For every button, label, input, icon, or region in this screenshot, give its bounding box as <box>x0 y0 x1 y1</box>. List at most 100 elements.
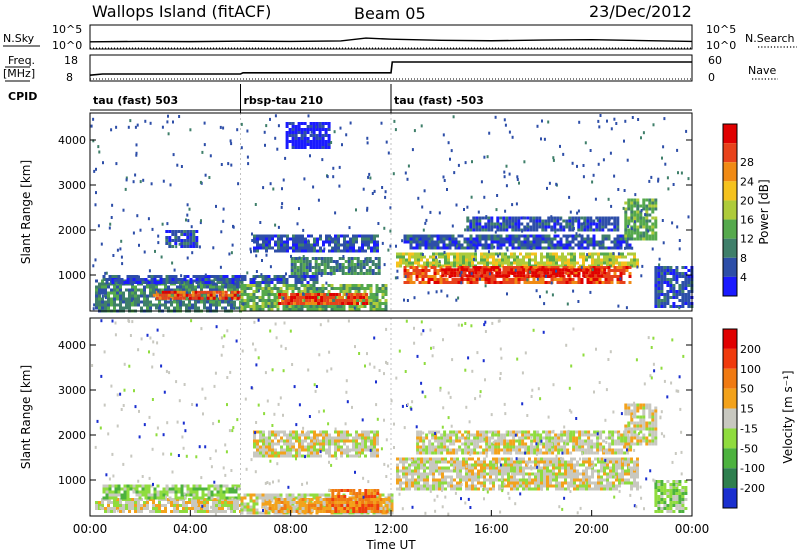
heatmap-cell <box>306 308 310 311</box>
heatmap-cell <box>243 299 247 302</box>
heatmap-cell <box>669 296 673 299</box>
heatmap-cell <box>330 272 333 276</box>
heatmap-cell <box>329 257 333 260</box>
heatmap-cell <box>508 130 511 134</box>
heatmap-cell <box>405 258 408 262</box>
heatmap-cell <box>268 430 271 434</box>
heatmap-cell <box>297 493 301 497</box>
heatmap-cell <box>588 252 591 256</box>
heatmap-cell <box>341 272 345 275</box>
heatmap-cell <box>259 234 262 238</box>
heatmap-cell <box>178 242 181 246</box>
heatmap-cell <box>271 442 274 446</box>
heatmap-cell <box>313 246 316 250</box>
heatmap-cell <box>268 244 271 248</box>
heatmap-cell <box>415 240 419 244</box>
heatmap-cell <box>529 275 533 278</box>
heatmap-cell <box>258 496 262 500</box>
heatmap-cell <box>292 237 295 241</box>
heatmap-cell <box>182 290 186 294</box>
heatmap-cell <box>490 281 494 284</box>
heatmap-cell <box>158 507 161 510</box>
heatmap-cell <box>327 305 331 308</box>
heatmap-cell <box>194 510 197 513</box>
heatmap-cell <box>301 445 304 449</box>
heatmap-cell <box>642 216 646 220</box>
heatmap-cell <box>291 284 295 287</box>
heatmap-cell <box>98 150 101 154</box>
heatmap-cell <box>310 498 314 501</box>
heatmap-cell <box>335 260 339 263</box>
heatmap-cell <box>516 261 519 265</box>
heatmap-cell <box>666 290 670 293</box>
heatmap-cell <box>630 216 634 220</box>
heatmap-cell <box>276 493 280 497</box>
heatmap-cell <box>179 293 183 297</box>
heatmap-cell <box>663 281 667 284</box>
heatmap-cell <box>460 281 463 285</box>
heatmap-cell <box>412 234 416 238</box>
heatmap-cell <box>480 252 483 256</box>
heatmap-cell <box>277 124 280 128</box>
heatmap-cell <box>256 445 259 449</box>
heatmap-cell <box>352 249 355 253</box>
heatmap-cell <box>209 154 212 158</box>
heatmap-cell <box>654 287 658 290</box>
heatmap-cell <box>104 303 107 307</box>
heatmap-cell <box>274 498 278 501</box>
heatmap-cell <box>450 252 453 256</box>
heatmap-cell <box>531 268 535 272</box>
heatmap-cell <box>562 266 566 269</box>
heatmap-cell <box>265 507 269 510</box>
heatmap-cell <box>256 448 259 452</box>
heatmap-cell <box>269 265 272 269</box>
heatmap-cell <box>415 246 419 250</box>
heatmap-cell <box>508 269 512 272</box>
heatmap-cell <box>571 216 575 220</box>
heatmap-cell <box>221 504 224 507</box>
heatmap-cell <box>301 501 305 504</box>
heatmap-cell <box>675 272 679 275</box>
heatmap-cell <box>439 240 443 244</box>
heatmap-cell <box>356 263 360 266</box>
heatmap-cell <box>654 216 658 220</box>
heatmap-cell <box>459 258 462 262</box>
heatmap-cell <box>448 275 452 278</box>
cpid-segment-label: rbsp-tau 210 <box>244 94 324 107</box>
heatmap-cell <box>430 234 434 238</box>
heatmap-cell <box>478 228 482 232</box>
heatmap-cell <box>274 507 278 510</box>
heatmap-cell <box>155 296 159 300</box>
heatmap-cell <box>492 252 495 256</box>
heatmap-cell <box>624 201 628 205</box>
heatmap-cell <box>516 268 520 272</box>
heatmap-cell <box>270 299 274 302</box>
heatmap-cell <box>276 305 280 308</box>
heatmap-cell <box>170 288 173 292</box>
heatmap-cell <box>201 278 205 281</box>
heatmap-cell <box>298 454 301 458</box>
heatmap-cell <box>377 257 381 260</box>
heatmap-cell <box>490 266 494 269</box>
heatmap-cell <box>298 507 302 510</box>
heatmap-cell <box>191 303 194 307</box>
heatmap-cell <box>470 195 473 199</box>
heatmap-cell <box>349 121 352 125</box>
heatmap-cell <box>347 260 351 263</box>
heatmap-cell <box>627 216 631 220</box>
heatmap-cell <box>174 230 178 233</box>
heatmap-cell <box>630 258 633 262</box>
heatmap-cell <box>312 140 316 143</box>
heatmap-cell <box>222 484 226 488</box>
heatmap-cell <box>283 498 287 501</box>
heatmap-cell <box>359 266 363 269</box>
heatmap-cell <box>406 234 410 238</box>
heatmap-cell <box>221 293 225 297</box>
heatmap-cell <box>198 487 202 491</box>
heatmap-cell <box>478 216 482 220</box>
heatmap-cell <box>660 302 664 305</box>
heatmap-cell <box>403 237 407 241</box>
heatmap-cell <box>344 293 348 296</box>
heatmap-cell <box>457 281 461 284</box>
beam-title: Beam 05 <box>354 4 426 23</box>
